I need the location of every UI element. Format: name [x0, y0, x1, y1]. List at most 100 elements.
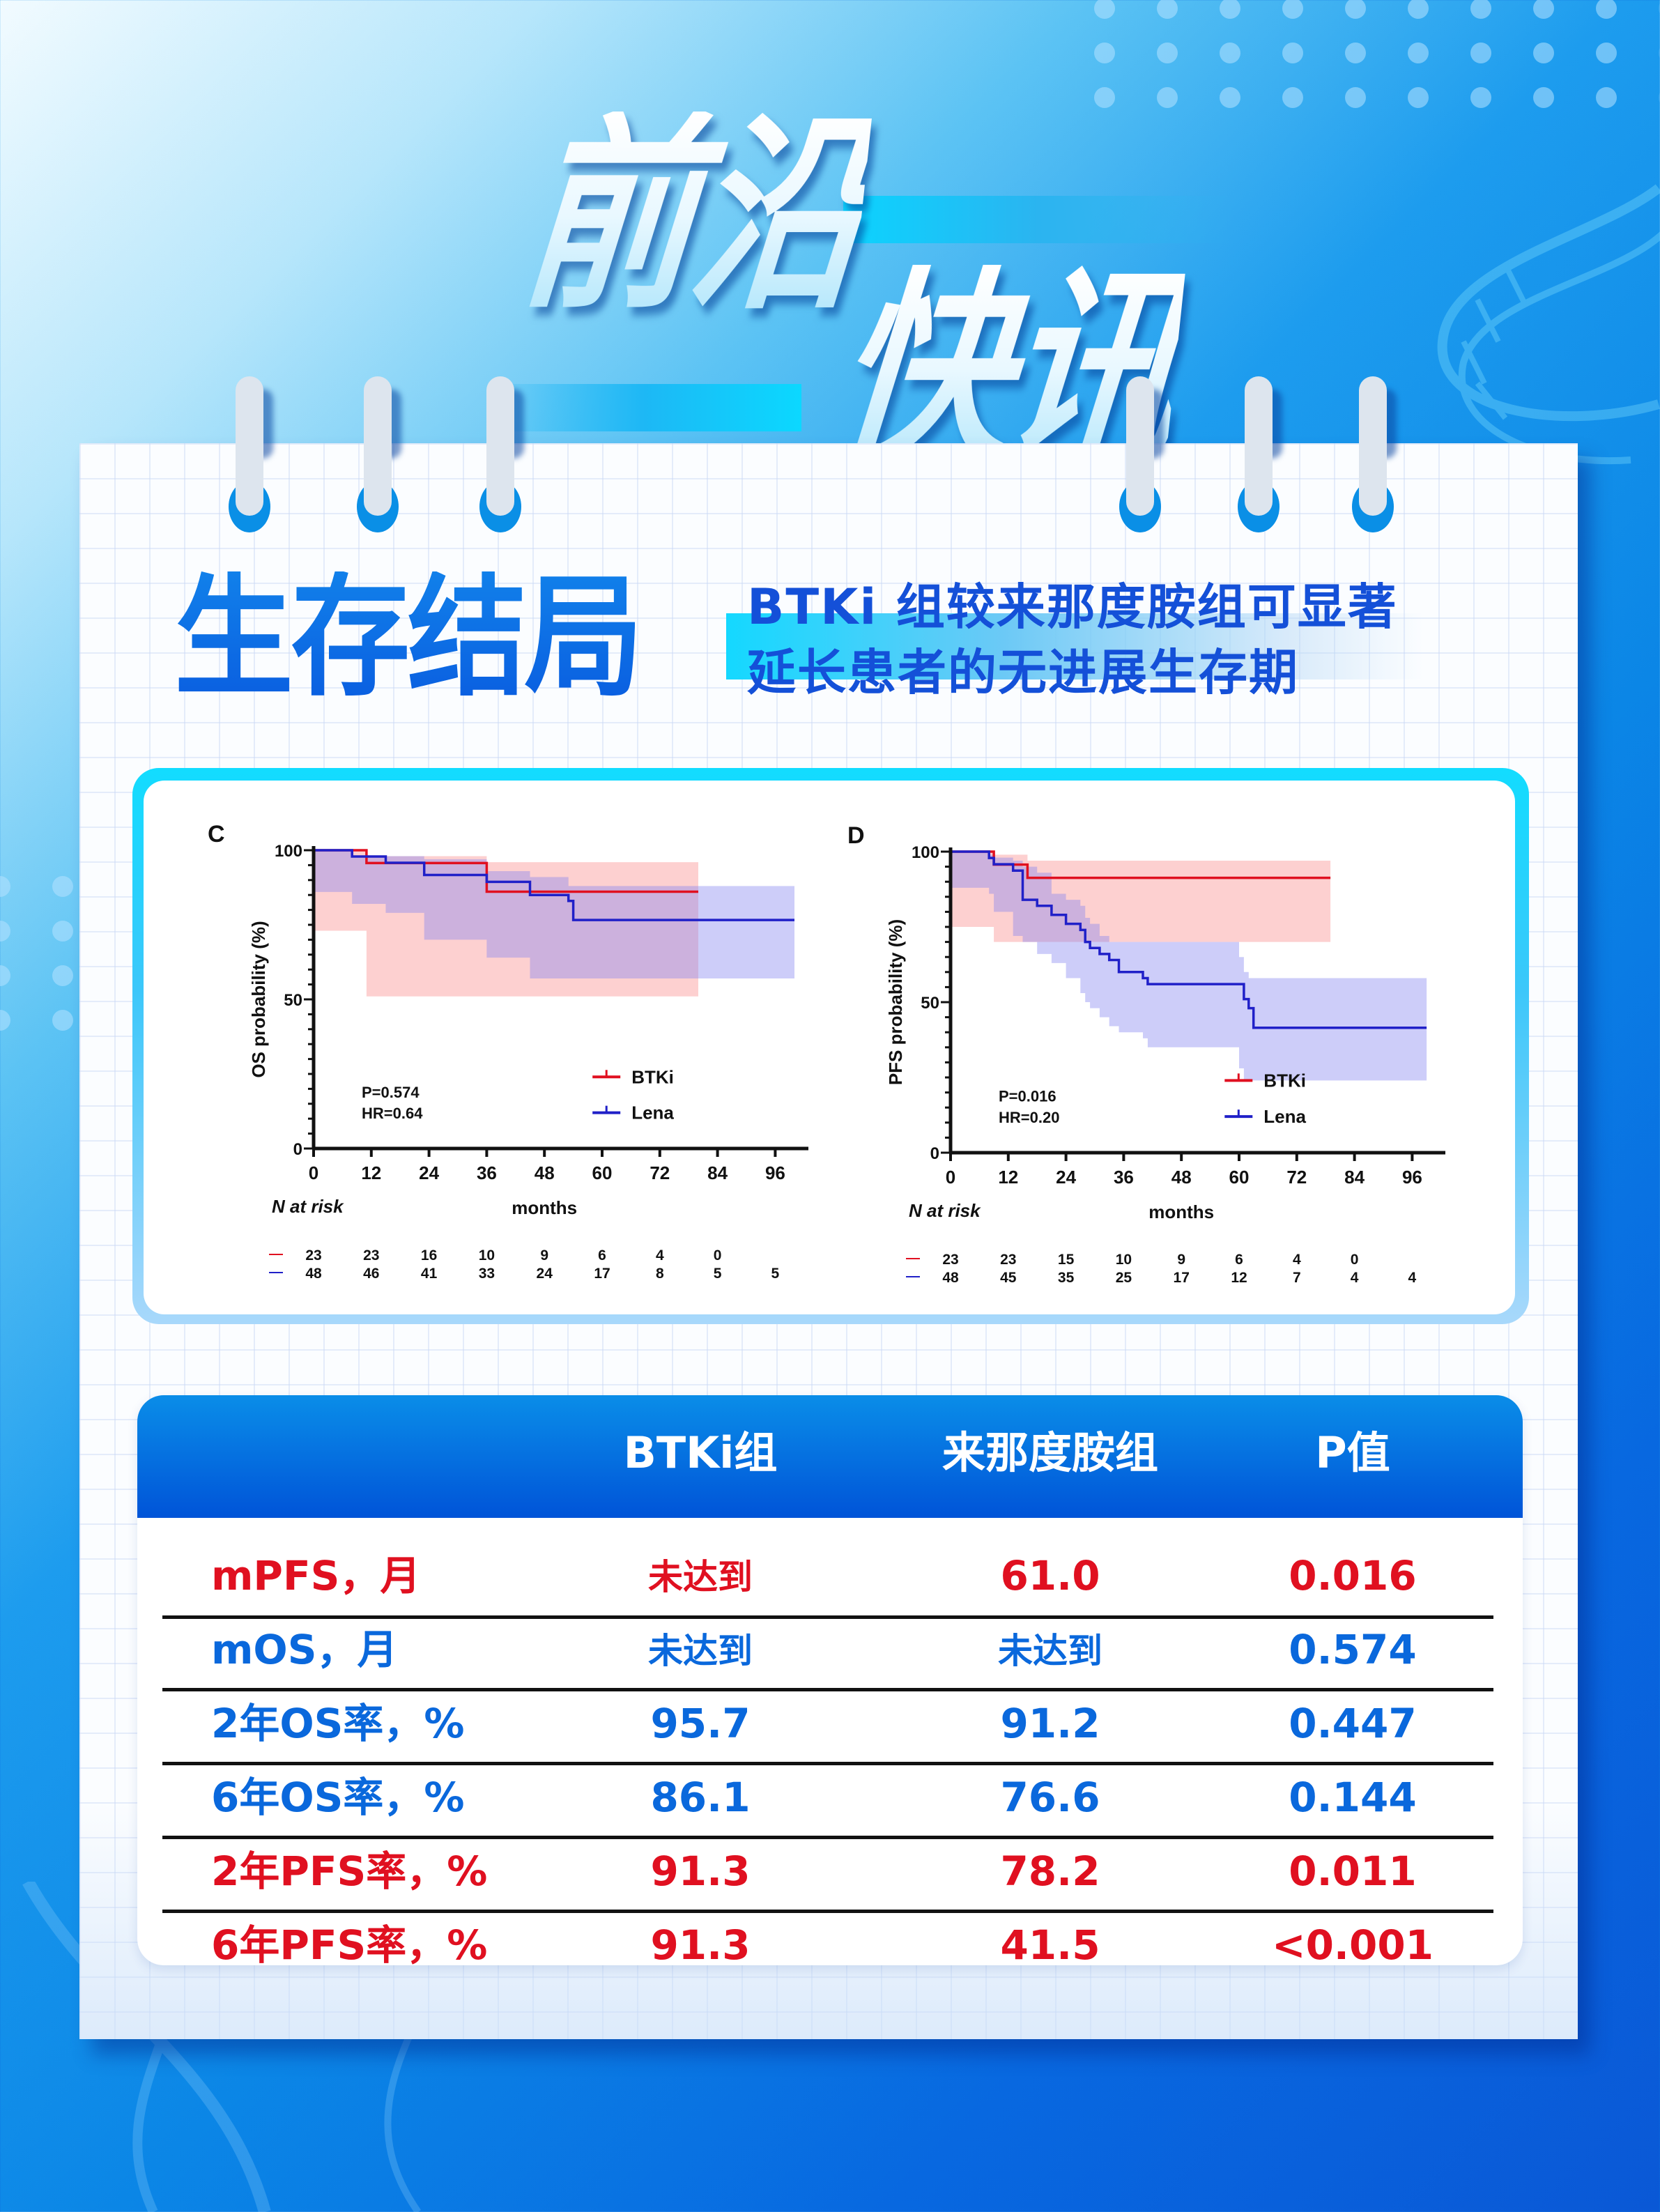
svg-text:8: 8: [656, 1266, 664, 1282]
row-divider: [162, 1762, 1493, 1765]
svg-text:84: 84: [1344, 1167, 1365, 1188]
hero-title-line1: 前沿: [512, 94, 875, 337]
cell-lena: 78.2: [1000, 1848, 1100, 1895]
svg-text:4: 4: [656, 1247, 664, 1264]
row-label: mPFS，月: [211, 1552, 421, 1599]
svg-text:10: 10: [479, 1247, 495, 1264]
cell-btki: 91.3: [650, 1921, 751, 1965]
svg-text:100: 100: [912, 843, 939, 862]
section-subtitle-line2: 延长患者的无进展生存期: [747, 644, 1299, 701]
svg-text:60: 60: [1229, 1167, 1250, 1188]
decorative-dots-top: [1073, 0, 1660, 120]
svg-text:16: 16: [421, 1247, 437, 1264]
svg-text:10: 10: [1116, 1252, 1132, 1268]
cell-btki: 86.1: [650, 1774, 751, 1821]
svg-text:48: 48: [305, 1266, 322, 1282]
svg-text:24: 24: [419, 1162, 439, 1183]
svg-text:96: 96: [765, 1162, 785, 1183]
svg-text:BTKi: BTKi: [1263, 1070, 1306, 1091]
svg-text:7: 7: [1293, 1270, 1301, 1286]
chart-card: C 0 50 100 0 12 24 36 48 60 72 84 96 OS probability (…: [132, 768, 1529, 1324]
svg-text:36: 36: [1114, 1167, 1134, 1188]
svg-text:9: 9: [1177, 1252, 1185, 1268]
svg-text:15: 15: [1058, 1252, 1075, 1268]
svg-text:Lena: Lena: [631, 1103, 674, 1123]
svg-text:D: D: [847, 822, 865, 849]
svg-text:72: 72: [650, 1162, 670, 1183]
table-row: 6年PFS率，% 91.3 41.5 <0.001: [137, 1908, 1523, 1965]
svg-text:48: 48: [1171, 1167, 1192, 1188]
svg-text:35: 35: [1058, 1270, 1075, 1286]
row-label: mOS，月: [211, 1626, 398, 1673]
svg-text:48: 48: [942, 1270, 959, 1286]
svg-text:0: 0: [714, 1247, 722, 1264]
svg-text:24: 24: [537, 1266, 553, 1282]
header-lena: 来那度胺组: [942, 1427, 1159, 1478]
svg-text:P=0.574: P=0.574: [362, 1084, 420, 1101]
svg-text:33: 33: [479, 1266, 495, 1282]
svg-text:4: 4: [1408, 1270, 1417, 1286]
svg-text:HR=0.64: HR=0.64: [362, 1105, 423, 1122]
cell-p: 0.144: [1289, 1774, 1417, 1821]
cell-lena: 41.5: [1000, 1921, 1100, 1965]
cell-p: 0.447: [1289, 1700, 1417, 1747]
cell-p: 0.016: [1289, 1552, 1417, 1599]
svg-text:12: 12: [361, 1162, 381, 1183]
table-row: mOS，月 未达到 未达到 0.574: [137, 1613, 1523, 1685]
svg-text:45: 45: [1000, 1270, 1017, 1286]
row-divider: [162, 1910, 1493, 1913]
svg-text:41: 41: [421, 1266, 438, 1282]
hero-accent-bar: [843, 196, 1234, 243]
table-row: 2年PFS率，% 91.3 78.2 0.011: [137, 1834, 1523, 1907]
cell-p: 0.574: [1289, 1626, 1417, 1673]
svg-text:0: 0: [930, 1144, 939, 1163]
svg-text:84: 84: [707, 1162, 728, 1183]
svg-text:0: 0: [946, 1167, 955, 1188]
header-btki: BTKi组: [623, 1427, 778, 1478]
cell-btki: 未达到: [648, 1557, 753, 1597]
svg-text:4: 4: [1293, 1252, 1301, 1268]
dna-helix-icon: [1437, 184, 1660, 464]
svg-text:50: 50: [921, 994, 939, 1013]
cell-btki: 91.3: [650, 1848, 751, 1895]
cell-lena: 未达到: [998, 1631, 1102, 1671]
svg-text:BTKi: BTKi: [631, 1066, 674, 1087]
svg-text:0: 0: [1351, 1252, 1359, 1268]
cell-p: 0.011: [1289, 1848, 1417, 1895]
svg-text:Lena: Lena: [1263, 1106, 1306, 1127]
row-label: 2年PFS率，%: [211, 1848, 488, 1895]
section-title: 生存结局: [174, 560, 643, 714]
svg-text:C: C: [208, 821, 225, 847]
svg-text:36: 36: [477, 1162, 497, 1183]
svg-text:months: months: [1148, 1201, 1214, 1222]
svg-text:6: 6: [598, 1247, 606, 1264]
svg-text:50: 50: [284, 991, 302, 1010]
svg-text:months: months: [512, 1197, 577, 1218]
chart-pfs: D 0 50 100 0 12 24 36 48 60 72 84 96 PFS probability …: [785, 781, 1523, 1317]
row-label: 6年PFS率，%: [211, 1921, 488, 1965]
results-table: BTKi组 来那度胺组 P值 mPFS，月 未达到 61.0 0.016 mOS…: [137, 1395, 1523, 1965]
svg-text:96: 96: [1402, 1167, 1422, 1188]
table-row: 2年OS率，% 95.7 91.2 0.447: [137, 1687, 1523, 1759]
svg-text:OS probability (%): OS probability (%): [248, 921, 269, 1077]
svg-text:23: 23: [363, 1247, 379, 1264]
svg-text:100: 100: [275, 842, 302, 861]
svg-text:5: 5: [771, 1266, 780, 1282]
cell-lena: 91.2: [1000, 1700, 1100, 1747]
cell-btki: 95.7: [650, 1700, 751, 1747]
svg-text:5: 5: [714, 1266, 722, 1282]
svg-text:46: 46: [363, 1266, 379, 1282]
svg-text:12: 12: [998, 1167, 1018, 1188]
cell-p: <0.001: [1271, 1921, 1434, 1965]
decorative-dots-left: [0, 864, 94, 1043]
svg-text:N at risk: N at risk: [909, 1200, 981, 1221]
svg-text:0: 0: [309, 1162, 318, 1183]
table-row: 6年OS率，% 86.1 76.6 0.144: [137, 1760, 1523, 1833]
chart-card-body: C 0 50 100 0 12 24 36 48 60 72 84 96 OS probability (…: [144, 781, 1515, 1314]
svg-text:60: 60: [592, 1162, 613, 1183]
svg-text:23: 23: [1000, 1252, 1016, 1268]
svg-text:PFS probability (%): PFS probability (%): [885, 919, 906, 1085]
svg-text:23: 23: [942, 1252, 958, 1268]
